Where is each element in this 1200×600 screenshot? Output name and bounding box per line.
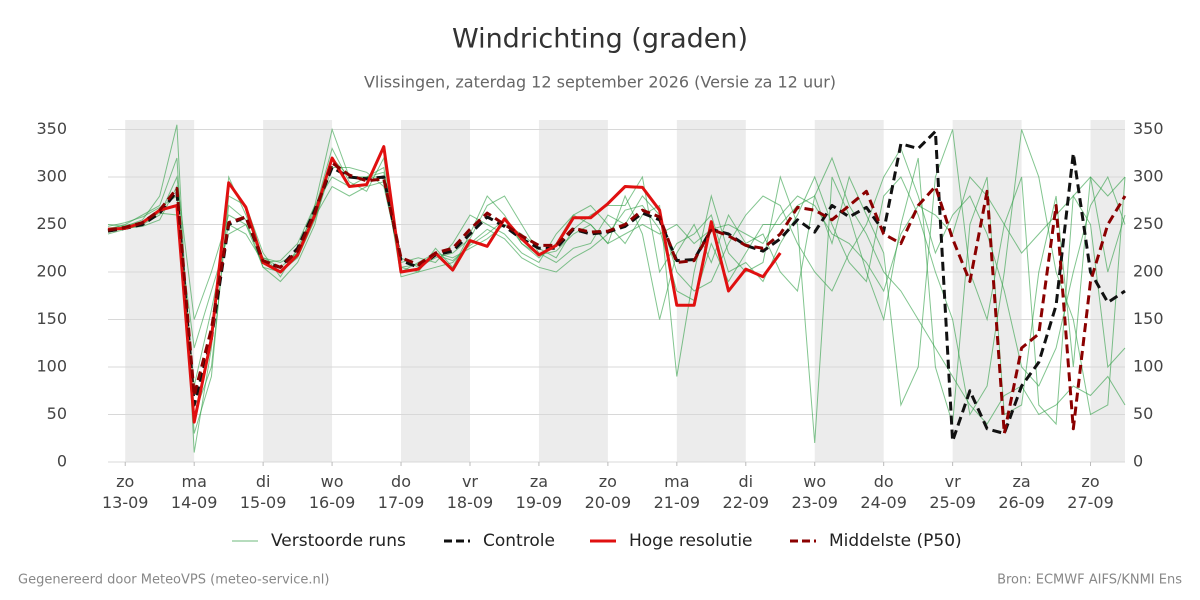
ensemble-line xyxy=(107,147,1126,387)
y2-tick-label: 150 xyxy=(1133,309,1164,328)
y-tick-label: 150 xyxy=(36,309,67,328)
ensemble-line xyxy=(107,124,1126,453)
y2-tick-label: 50 xyxy=(1133,404,1153,423)
day-band xyxy=(401,120,470,462)
x-tick-label: ma 14-09 xyxy=(171,472,218,512)
x-tick-label: zo 20-09 xyxy=(585,472,632,512)
y2-tick-label: 100 xyxy=(1133,357,1164,376)
y2-tick-label: 250 xyxy=(1133,214,1164,233)
x-tick-label: wo 16-09 xyxy=(309,472,356,512)
x-tick-label: ma 21-09 xyxy=(654,472,701,512)
ensemble-line xyxy=(107,156,1126,425)
x-tick-label: vr 18-09 xyxy=(447,472,494,512)
day-band xyxy=(1090,120,1125,462)
y-tick-label: 50 xyxy=(47,404,67,423)
y-tick-label: 300 xyxy=(36,167,67,186)
y-tick-label: 100 xyxy=(36,357,67,376)
legend-label: Controle xyxy=(483,531,555,551)
footer-right: Bron: ECMWF AIFS/KNMI Ens xyxy=(997,573,1182,588)
y2-tick-label: 350 xyxy=(1133,119,1164,138)
x-tick-label: vr 25-09 xyxy=(929,472,976,512)
ensemble-line xyxy=(107,129,1126,434)
chart-title: Windrichting (graden) xyxy=(452,24,748,55)
x-tick-label: do 17-09 xyxy=(378,472,425,512)
x-tick-label: zo 27-09 xyxy=(1067,472,1114,512)
series-line xyxy=(107,145,782,424)
x-tick-label: wo 23-09 xyxy=(791,472,838,512)
y2-tick-label: 0 xyxy=(1133,452,1143,471)
y2-tick-label: 200 xyxy=(1133,262,1164,281)
x-tick-label: zo 13-09 xyxy=(102,472,149,512)
day-band xyxy=(538,120,608,462)
y-tick-label: 350 xyxy=(36,119,67,138)
x-tick-label: za 19-09 xyxy=(516,472,563,512)
chart-subtitle: Vlissingen, zaterdag 12 september 2026 (… xyxy=(364,73,836,92)
x-tick-label: za 26-09 xyxy=(998,472,1045,512)
day-band xyxy=(263,120,333,462)
legend-label: Verstoorde runs xyxy=(271,531,406,551)
legend-label: Hoge resolutie xyxy=(629,531,753,551)
plot-area xyxy=(107,120,1127,466)
legend-label: Middelste (P50) xyxy=(829,531,962,551)
x-tick-label: di 15-09 xyxy=(240,472,287,512)
y-tick-label: 200 xyxy=(36,262,67,281)
footer-left: Gegenereerd door MeteoVPS (meteo-service… xyxy=(18,573,329,588)
x-tick-label: do 24-09 xyxy=(860,472,907,512)
y-tick-label: 0 xyxy=(57,452,67,471)
x-tick-label: di 22-09 xyxy=(723,472,770,512)
y-tick-label: 250 xyxy=(36,214,67,233)
series-line xyxy=(107,161,1127,435)
y2-tick-label: 300 xyxy=(1133,167,1164,186)
day-band xyxy=(676,120,746,462)
